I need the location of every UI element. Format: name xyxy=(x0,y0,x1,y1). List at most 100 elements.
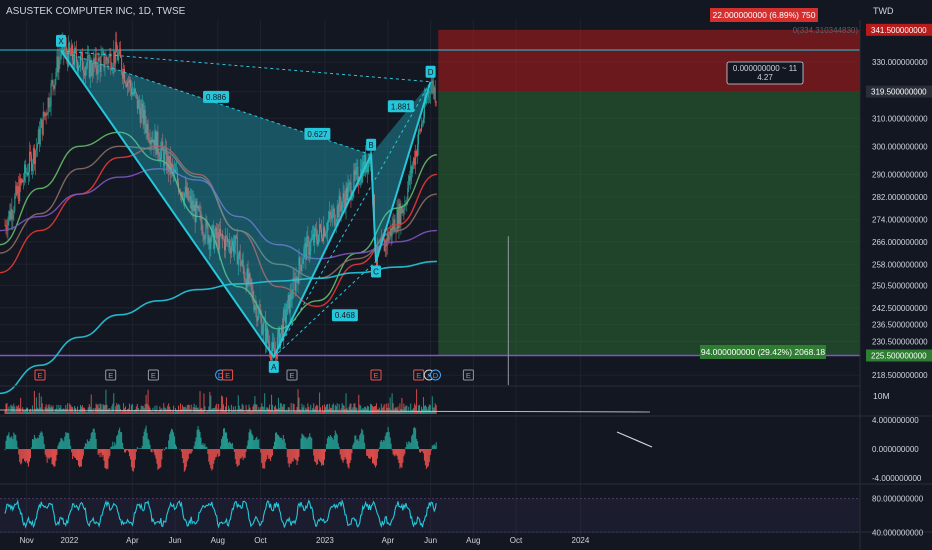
volume-bar xyxy=(7,411,9,414)
moving-averages xyxy=(0,131,438,395)
pattern-point-c[interactable]: C xyxy=(371,265,381,278)
volume-bar xyxy=(106,404,108,414)
candle-body xyxy=(269,343,271,354)
volume-bar xyxy=(275,408,277,414)
candle-body xyxy=(431,80,433,85)
oscillator-bar xyxy=(146,432,148,449)
pattern-point-a[interactable]: A xyxy=(268,360,279,373)
volume-bar xyxy=(150,410,152,414)
volume-bar xyxy=(273,411,275,414)
candle-body xyxy=(308,238,310,256)
candle-body xyxy=(29,151,31,156)
candle-body xyxy=(92,59,94,76)
oscillator-bar xyxy=(301,433,303,449)
candle-body xyxy=(391,223,393,237)
candle-body xyxy=(216,227,218,239)
oscillator-bar xyxy=(15,435,17,449)
pattern-point-x[interactable]: X xyxy=(56,34,66,47)
oscillator-bar xyxy=(247,440,249,449)
oscillator-bar xyxy=(162,449,164,451)
candle-body xyxy=(281,325,283,339)
oscillator-bar xyxy=(12,438,14,449)
oscillator-bar xyxy=(44,449,46,455)
volume-bar xyxy=(390,409,392,414)
oscillator-bar xyxy=(158,449,160,469)
candle-body xyxy=(99,60,101,72)
candle-body xyxy=(239,251,241,266)
candle-body xyxy=(245,280,247,290)
candle-body xyxy=(137,100,139,109)
candle-body xyxy=(11,208,13,220)
oscillator-pane xyxy=(0,415,932,472)
oscillator-bar xyxy=(189,449,191,454)
volume-bar xyxy=(252,406,254,414)
oscillator-bar xyxy=(335,433,337,449)
volume-bar xyxy=(269,404,271,414)
volume-bar xyxy=(186,405,188,414)
oscillator-bar xyxy=(20,449,22,465)
volume-bar xyxy=(222,396,224,414)
candle-body xyxy=(309,250,311,256)
candle-body xyxy=(58,59,60,73)
volume-bar xyxy=(133,410,135,414)
oscillator-bar xyxy=(383,440,385,449)
candle-body xyxy=(45,112,47,116)
oscillator-bar xyxy=(214,449,216,461)
volume-bar xyxy=(215,405,217,414)
pattern-point-badge xyxy=(366,138,377,151)
volume-bar xyxy=(82,407,84,414)
oscillator-bar xyxy=(93,428,95,449)
reference-label: 0(334.310344830) xyxy=(793,26,859,35)
oscillator-bar xyxy=(297,449,299,462)
event-marker-label: E xyxy=(466,371,471,380)
candle-body xyxy=(341,202,343,212)
oscillator-bar xyxy=(195,437,197,449)
pattern-point-label: B xyxy=(368,141,373,150)
candle-body xyxy=(38,129,40,145)
candle-body xyxy=(193,204,195,212)
volume-bar xyxy=(247,409,249,414)
candle-body xyxy=(237,255,239,265)
candle-body xyxy=(86,55,88,66)
volume-bar xyxy=(401,397,403,414)
pattern-point-d[interactable]: D xyxy=(425,65,436,78)
candle-body xyxy=(171,164,173,174)
harmonic-pattern[interactable]: X A B C D 0.886 0.627 0.468 1.881 xyxy=(56,34,436,373)
volume-bar xyxy=(102,404,104,414)
candle-body xyxy=(284,309,286,323)
volume-bar xyxy=(199,391,201,414)
volume-bar xyxy=(314,408,316,414)
candle-body xyxy=(26,172,28,174)
oscillator-bar xyxy=(304,437,306,449)
oscillator-bar xyxy=(342,449,344,463)
candle-body xyxy=(211,227,213,241)
candle-body xyxy=(31,163,33,171)
candle-body xyxy=(420,129,422,131)
candle-body xyxy=(219,228,221,250)
oscillator-bar xyxy=(256,436,258,449)
volume-bar xyxy=(372,406,374,414)
oscillator-bar xyxy=(8,432,10,449)
oscillator-bar xyxy=(434,445,436,449)
oscillator-bar xyxy=(198,429,200,449)
candle-body xyxy=(311,238,313,241)
volume-bar xyxy=(176,410,177,414)
pattern-point-b[interactable]: B xyxy=(366,138,377,151)
volume-bar xyxy=(113,393,115,414)
volume-bar xyxy=(235,411,237,414)
candle-body xyxy=(18,186,20,202)
oscillator-bar xyxy=(85,443,87,449)
oscillator-bar xyxy=(70,445,72,449)
candle-body xyxy=(123,68,125,79)
oscillator-bar xyxy=(128,449,130,457)
oscillator-bar xyxy=(265,449,267,462)
candle-body xyxy=(398,203,400,229)
candle-body xyxy=(306,236,308,260)
candle-body xyxy=(111,69,113,70)
candle-body xyxy=(418,130,420,145)
candle-body xyxy=(247,268,249,284)
volume-bar xyxy=(190,404,192,414)
candle-body xyxy=(163,150,165,166)
candle-body xyxy=(83,72,85,76)
